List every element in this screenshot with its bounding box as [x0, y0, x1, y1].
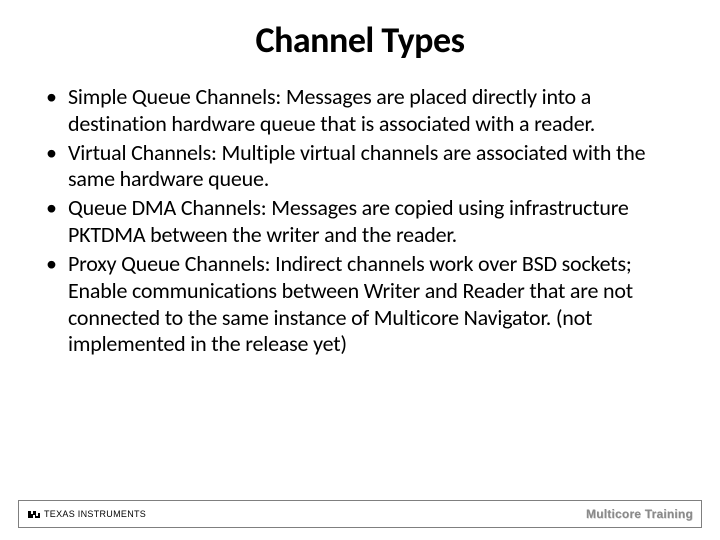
bullet-list: Simple Queue Channels: Messages are plac…	[28, 84, 692, 358]
slide-title: Channel Types	[28, 18, 692, 62]
slide: Channel Types Simple Queue Channels: Mes…	[0, 0, 720, 540]
footer-bar: TEXAS INSTRUMENTS Multicore Training	[18, 500, 702, 528]
texas-instruments-logo-icon	[27, 509, 41, 520]
list-item: Simple Queue Channels: Messages are plac…	[46, 84, 692, 138]
footer-right-text: Multicore Training	[586, 507, 693, 521]
list-item: Queue DMA Channels: Messages are copied …	[46, 195, 692, 249]
list-item: Proxy Queue Channels: Indirect channels …	[46, 251, 692, 358]
footer-left: TEXAS INSTRUMENTS	[27, 509, 146, 520]
list-item: Virtual Channels: Multiple virtual chann…	[46, 140, 692, 194]
footer-left-text: TEXAS INSTRUMENTS	[44, 509, 146, 519]
